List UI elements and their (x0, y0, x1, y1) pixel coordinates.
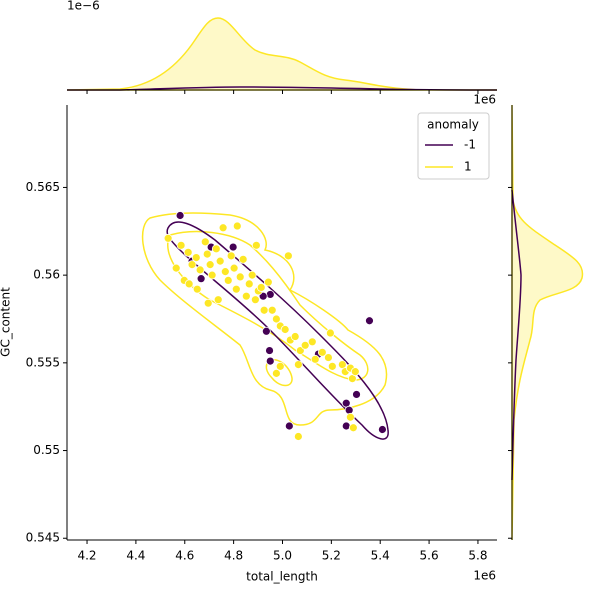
x-axis-label: total_length (246, 570, 318, 584)
top-x-offset-label: 1e6 (473, 93, 496, 107)
point (238, 254, 248, 264)
point (218, 223, 228, 233)
point (307, 337, 317, 347)
legend-box (417, 112, 490, 180)
point (293, 360, 303, 369)
point (184, 279, 194, 289)
x-offset-label: 1e6 (473, 569, 496, 583)
x-tick-label: 4.2 (77, 549, 96, 563)
y-tick-label: 0.55 (33, 443, 60, 457)
point (263, 277, 273, 287)
point (275, 361, 285, 371)
y-tick-label: 0.565 (26, 180, 60, 194)
point (207, 270, 217, 280)
point (175, 211, 185, 220)
point (232, 221, 242, 231)
point (231, 284, 241, 294)
point (192, 284, 202, 294)
point (341, 421, 351, 431)
point (265, 290, 275, 299)
point (191, 253, 201, 263)
point (229, 263, 239, 273)
top-y-offset-label: 1e−6 (67, 0, 100, 13)
point (271, 314, 281, 324)
x-tick-label: 5.8 (468, 549, 487, 563)
x-tick-label: 4.4 (126, 549, 145, 563)
y-tick-label: 0.56 (33, 268, 60, 282)
y-axis-label: GC_content (0, 287, 13, 357)
top-density-1 (66, 17, 497, 91)
point (283, 251, 293, 261)
x-tick-label: 4.6 (175, 549, 194, 563)
right-density-1 (511, 104, 584, 541)
legend-label: -1 (464, 138, 476, 152)
point (223, 276, 233, 285)
point (203, 298, 213, 308)
point (202, 249, 212, 259)
y-tick-label: 0.545 (26, 531, 60, 545)
point (317, 347, 327, 357)
point (310, 354, 320, 364)
point (213, 295, 223, 305)
x-tick-label: 5.0 (273, 549, 292, 563)
contour-1-outer (141, 212, 388, 426)
point (325, 328, 335, 338)
point (290, 332, 300, 341)
point (163, 233, 173, 243)
point (350, 367, 360, 377)
point (205, 260, 215, 270)
point (176, 240, 186, 250)
x-tick-label: 5.4 (371, 549, 390, 563)
point (300, 340, 310, 350)
point (244, 279, 254, 289)
point (226, 251, 236, 261)
point (220, 267, 230, 277)
y-tick-label: 0.555 (26, 355, 60, 369)
point (251, 240, 261, 250)
point (247, 270, 257, 280)
point (280, 325, 290, 334)
point (265, 346, 274, 355)
point (293, 432, 303, 441)
point (346, 412, 355, 422)
point (187, 260, 197, 270)
point (195, 265, 205, 275)
point (211, 244, 221, 254)
point (183, 247, 193, 257)
point (171, 263, 181, 273)
point (365, 316, 374, 326)
point (259, 305, 269, 315)
point (241, 291, 251, 301)
point (271, 368, 281, 378)
point (284, 421, 294, 431)
x-tick-label: 5.2 (322, 549, 341, 563)
legend-label: 1 (464, 160, 472, 174)
legend: anomaly -1 1 (417, 112, 490, 180)
x-tick-label: 5.6 (420, 549, 439, 563)
point (352, 390, 361, 399)
point (196, 274, 206, 284)
right-density-minus1 (511, 189, 522, 481)
point (200, 237, 210, 247)
point (228, 242, 238, 252)
point (267, 305, 277, 315)
point (378, 425, 387, 434)
point (235, 272, 245, 282)
point (265, 356, 275, 366)
point (324, 353, 333, 362)
point (250, 295, 260, 305)
point (215, 256, 225, 266)
point (256, 283, 266, 292)
x-tick-label: 4.8 (224, 549, 243, 563)
legend-title: anomaly (427, 118, 479, 132)
point (348, 423, 358, 433)
point (327, 361, 337, 371)
point (261, 326, 271, 336)
